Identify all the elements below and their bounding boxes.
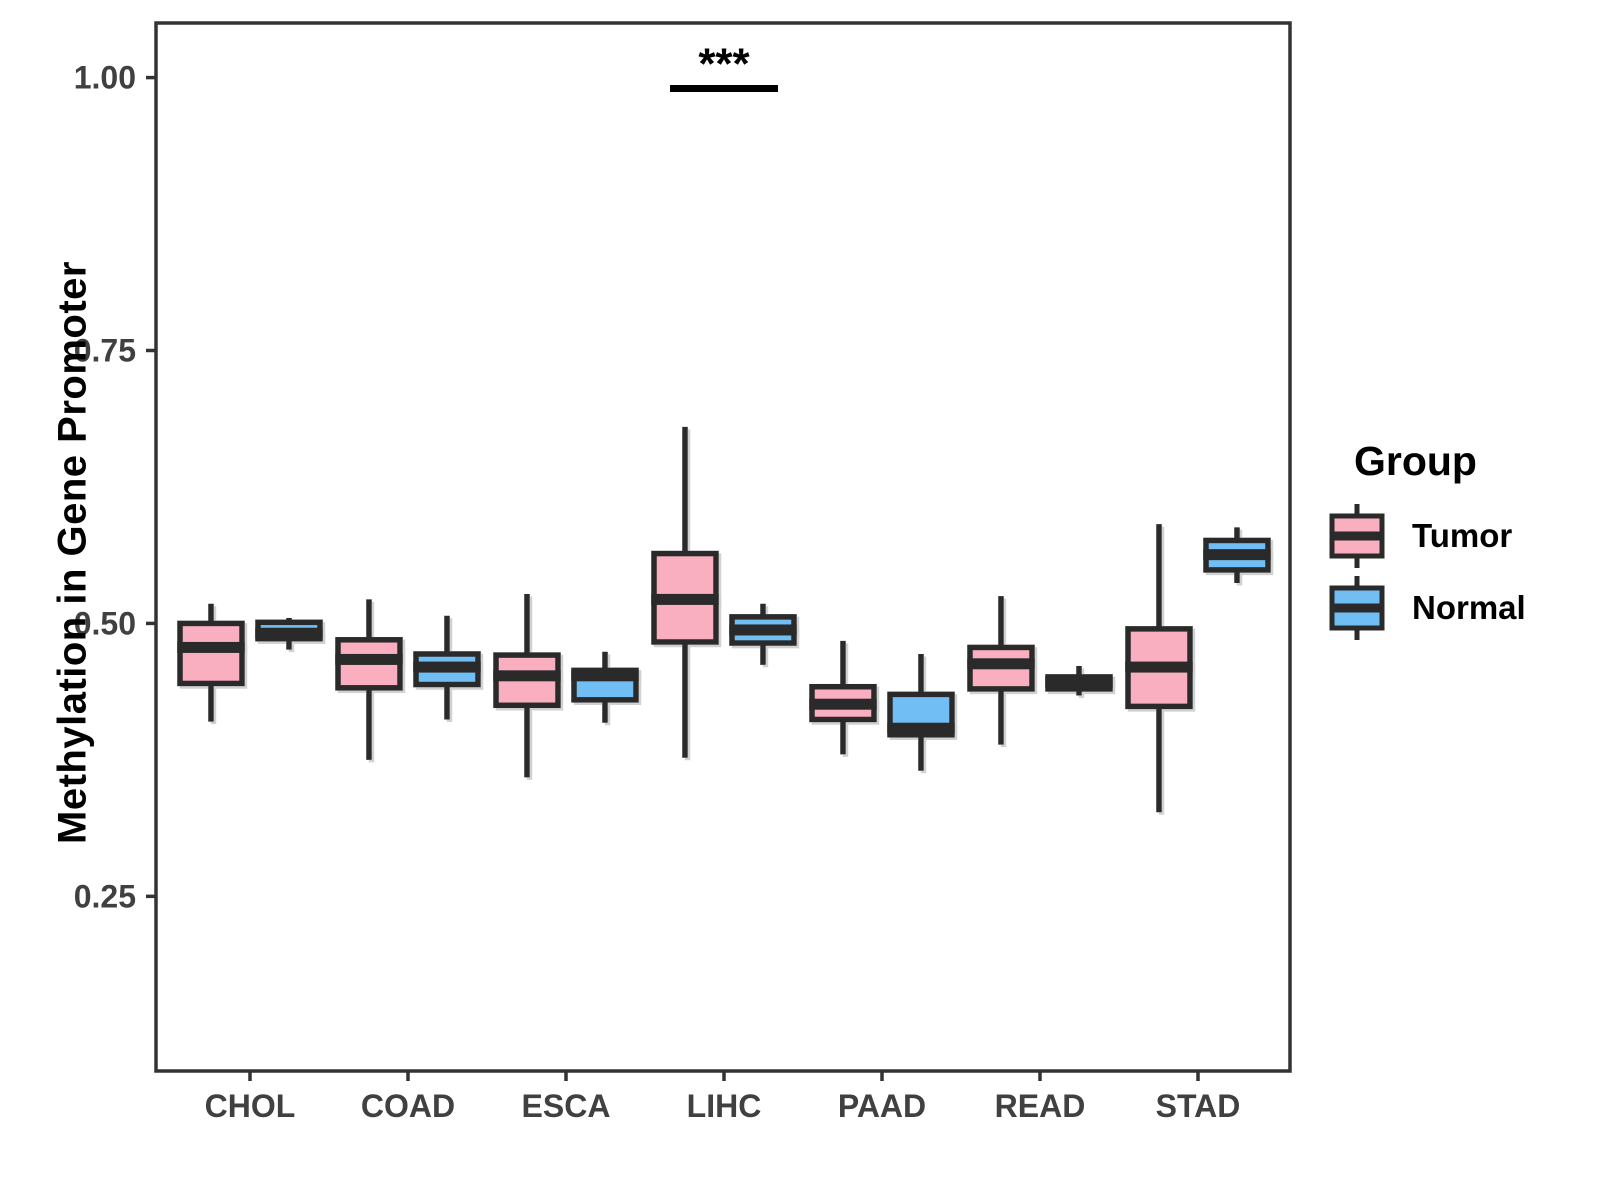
x-tick-label-lihc: LIHC [687, 1088, 762, 1124]
legend-item-tumor: Tumor [1328, 501, 1526, 571]
legend-label-normal: Normal [1412, 589, 1526, 626]
median-stad-tumor [1125, 661, 1193, 673]
tumor-boxplot-key-icon [1329, 504, 1385, 568]
box-group-stad-tumor [1125, 524, 1193, 813]
median-paad-tumor [809, 698, 877, 710]
median-stad-normal [1203, 549, 1271, 561]
x-tick-label-paad: PAAD [838, 1088, 926, 1124]
box-group-paad-tumor [809, 640, 877, 755]
legend-key-shape [1329, 531, 1385, 541]
legend-label-tumor: Tumor [1412, 517, 1513, 554]
y-tick-label: 0.25 [74, 878, 136, 914]
y-tick-label: 0.75 [74, 333, 136, 369]
legend-key-shape [1329, 603, 1385, 613]
legend-item-normal: Normal [1328, 573, 1526, 643]
median-lihc-tumor [651, 593, 719, 605]
median-lihc-normal [729, 624, 797, 636]
x-tick-label-chol: CHOL [205, 1088, 296, 1124]
normal-boxplot-key-icon [1329, 576, 1385, 640]
x-tick-label-esca: ESCA [522, 1088, 611, 1124]
legend-title: Group [1354, 438, 1477, 484]
box-group-esca-normal [571, 651, 639, 723]
median-paad-normal [887, 722, 955, 734]
median-read-tumor [967, 658, 1035, 670]
box-group-lihc-normal [729, 603, 797, 665]
median-coad-normal [413, 661, 481, 673]
median-coad-tumor [335, 653, 403, 665]
median-read-normal [1045, 676, 1113, 688]
box-group-read-tumor [967, 596, 1035, 745]
box-group-lihc-tumor [651, 426, 719, 758]
median-esca-tumor [493, 670, 561, 682]
box-group-coad-normal [413, 615, 481, 720]
median-chol-normal [255, 627, 323, 639]
box-group-stad-normal [1203, 527, 1271, 584]
y-tick-label: 1.00 [74, 60, 136, 96]
legend: Group Tumor Normal [1328, 438, 1526, 645]
box-group-coad-tumor [335, 599, 403, 760]
median-esca-normal [571, 670, 639, 682]
box-group-paad-normal [887, 653, 955, 771]
y-tick-label: 0.50 [74, 605, 136, 641]
plot-panel-border [154, 21, 1292, 1073]
x-tick-label-stad: STAD [1156, 1088, 1241, 1124]
box-group-chol-normal [255, 617, 323, 650]
median-chol-tumor [177, 641, 245, 653]
y-axis-title: Methylation in Gene Promoter [50, 261, 95, 844]
x-tick-label-read: READ [995, 1088, 1086, 1124]
box-group-read-normal [1045, 665, 1113, 696]
significance-stars-lihc: *** [698, 40, 750, 89]
x-tick-label-coad: COAD [361, 1088, 455, 1124]
box-group-chol-tumor [177, 603, 245, 722]
box-chol-tumor [177, 620, 245, 687]
box-group-esca-tumor [493, 593, 561, 778]
